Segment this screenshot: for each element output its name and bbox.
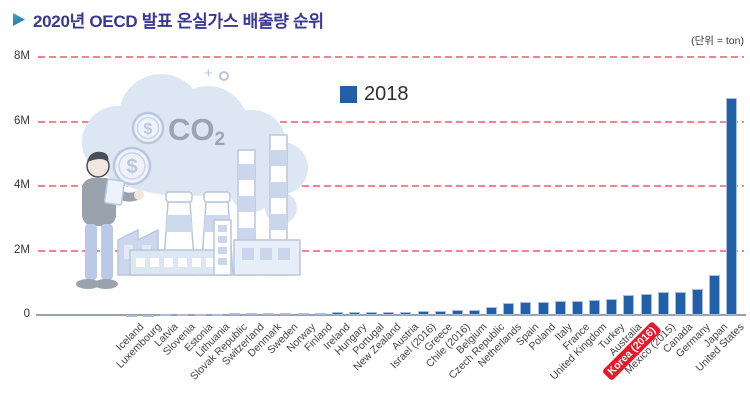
gridline bbox=[38, 120, 744, 123]
bar-netherlands bbox=[503, 303, 515, 315]
co2-factory-illustration: + CO2 $ $ bbox=[76, 65, 308, 289]
gridline bbox=[38, 249, 744, 252]
bar-lithuania bbox=[211, 314, 223, 317]
bar-sweden bbox=[280, 313, 292, 316]
y-axis-tick-label: 8M bbox=[14, 50, 30, 62]
legend: 2018 bbox=[340, 83, 409, 106]
bar-korea-2016- bbox=[640, 294, 652, 315]
bar-mexico-2015- bbox=[657, 292, 669, 315]
bar-germany bbox=[691, 288, 703, 315]
bar-israel-2016- bbox=[417, 311, 429, 315]
bar-canada bbox=[674, 291, 686, 315]
y-axis-tick-label: 2M bbox=[14, 243, 30, 256]
bar-portugal bbox=[366, 312, 378, 315]
bar-japan bbox=[709, 275, 721, 315]
bar-czech-republic bbox=[486, 306, 498, 315]
bar-united-kingdom bbox=[589, 300, 601, 315]
bar-denmark bbox=[263, 313, 275, 316]
legend-swatch-2018 bbox=[340, 86, 357, 103]
y-axis-tick-label: 6M bbox=[14, 114, 30, 127]
legend-label: 2018 bbox=[364, 83, 409, 105]
page-title: 2020년 OECD 발표 온실가스 배출량 순위 bbox=[33, 12, 324, 31]
page-header: 2020년 OECD 발표 온실가스 배출량 순위 bbox=[12, 7, 324, 32]
bar-iceland bbox=[126, 314, 137, 317]
bar-france bbox=[571, 301, 583, 315]
unit-note: (단위 = ton) bbox=[691, 35, 744, 47]
bar-united-states bbox=[726, 97, 738, 315]
bar-turkey bbox=[606, 298, 618, 315]
bar-hungary bbox=[348, 312, 360, 315]
chevron-right-icon bbox=[13, 13, 25, 26]
bar-belgium bbox=[469, 309, 480, 315]
bar-ireland bbox=[331, 312, 343, 315]
bar-luxembourg bbox=[143, 314, 155, 317]
person-with-clipboard bbox=[76, 151, 144, 289]
dollar-coin-large: $ bbox=[112, 146, 152, 186]
bar-slovenia bbox=[177, 314, 189, 317]
gridline bbox=[38, 185, 744, 187]
bar-austria bbox=[400, 311, 412, 315]
bar-poland bbox=[537, 302, 549, 315]
bar-new-zealand bbox=[383, 311, 395, 315]
bar-norway bbox=[297, 312, 309, 315]
y-axis-tick-label: 4M bbox=[14, 179, 30, 191]
bar-latvia bbox=[160, 314, 172, 317]
svg-text:$: $ bbox=[126, 156, 137, 178]
bar-finland bbox=[314, 312, 326, 315]
circle-decoration bbox=[219, 71, 229, 81]
bar-slovak-republic bbox=[228, 313, 240, 316]
bar-australia bbox=[623, 295, 635, 315]
dollar-coin-small: $ bbox=[131, 111, 165, 145]
bar-spain bbox=[520, 302, 532, 315]
plus-decoration: + bbox=[204, 65, 213, 82]
gridline bbox=[38, 56, 744, 58]
svg-text:$: $ bbox=[144, 121, 153, 138]
bar-chile-2016- bbox=[451, 310, 463, 315]
bar-switzerland bbox=[246, 313, 258, 316]
x-axis-line bbox=[36, 314, 746, 316]
bar-estonia bbox=[194, 314, 206, 317]
bar-italy bbox=[554, 301, 566, 315]
bar-greece bbox=[434, 311, 446, 315]
factory bbox=[117, 134, 301, 276]
y-axis-tick-label: 0 bbox=[23, 308, 30, 320]
